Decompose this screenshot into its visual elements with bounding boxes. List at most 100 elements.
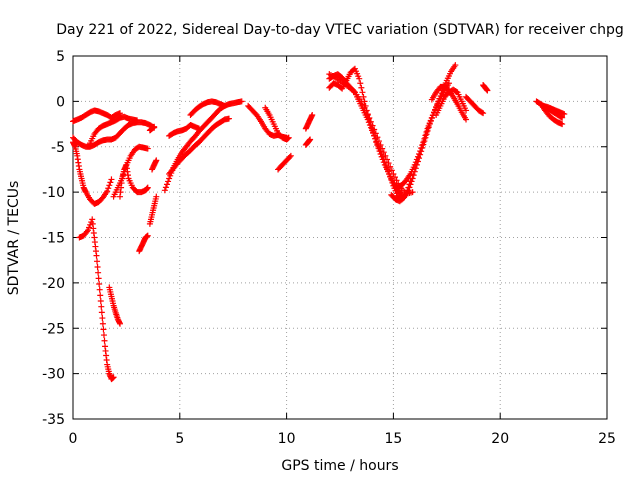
x-tick-label: 25 [598, 431, 616, 447]
data-point [425, 122, 432, 129]
data-point [101, 337, 108, 344]
data-point [412, 159, 419, 166]
data-points [70, 62, 568, 383]
data-point [151, 123, 158, 130]
data-point [463, 107, 470, 114]
series-arc12 [146, 123, 158, 134]
data-point [144, 232, 151, 239]
data-point [116, 320, 123, 327]
data-point [100, 326, 107, 333]
data-point [405, 187, 412, 194]
x-axis-label: GPS time / hours [281, 458, 398, 474]
data-point [392, 174, 399, 181]
data-point [387, 163, 394, 170]
data-point [98, 303, 105, 310]
data-point [104, 188, 111, 195]
data-point [99, 320, 106, 327]
data-point [393, 177, 400, 184]
series-arc10 [146, 193, 160, 227]
series-arc23 [326, 65, 405, 198]
data-point [366, 114, 373, 121]
data-point [409, 189, 416, 196]
x-tick-label: 0 [69, 431, 78, 447]
series-arc4 [76, 216, 117, 383]
data-point [408, 178, 415, 185]
data-point [421, 135, 428, 142]
data-point [423, 129, 430, 136]
x-tick-label: 10 [278, 431, 296, 447]
series-arc18 [262, 104, 292, 143]
data-point [367, 118, 374, 125]
data-point [413, 156, 420, 163]
data-point [83, 228, 90, 235]
series-arc32 [537, 101, 566, 128]
data-point [397, 190, 404, 197]
data-point [153, 157, 160, 164]
series-arc21 [302, 111, 316, 132]
series-arc24 [326, 71, 416, 197]
series-arc11 [149, 157, 160, 173]
data-point [96, 281, 103, 288]
data-point [484, 87, 491, 94]
series-arc28 [433, 86, 470, 118]
data-point [414, 153, 421, 160]
series-arc6 [87, 113, 141, 147]
y-axis-label: SDTVAR / TECUs [6, 181, 22, 296]
data-point [452, 62, 459, 69]
series-arc33 [539, 102, 568, 118]
series-arc15 [187, 98, 228, 118]
data-point [287, 152, 294, 159]
data-point [96, 286, 103, 293]
data-point [407, 181, 414, 188]
data-point [94, 263, 101, 270]
data-point [87, 221, 94, 228]
data-point [409, 175, 416, 182]
data-point [286, 153, 293, 160]
data-point [161, 187, 168, 194]
data-point [424, 125, 431, 132]
data-point [110, 374, 117, 381]
series-arc20 [302, 136, 314, 148]
data-point [196, 125, 203, 132]
data-point [165, 178, 172, 185]
data-point [419, 142, 426, 149]
data-point [107, 179, 114, 186]
data-point [93, 252, 100, 259]
data-point [163, 181, 170, 188]
series-arc29 [463, 93, 487, 117]
data-point [378, 153, 385, 160]
data-point [134, 117, 141, 124]
data-point [238, 98, 245, 105]
data-point [285, 134, 292, 141]
data-point [94, 258, 101, 265]
data-point [356, 75, 363, 82]
series-arc30 [480, 82, 491, 94]
y-tick-label: -20 [42, 276, 65, 292]
data-point [97, 292, 104, 299]
data-point [463, 116, 470, 123]
series-arc5 [106, 284, 123, 327]
data-point [380, 159, 387, 166]
y-tick-label: 5 [56, 49, 65, 65]
y-tick-label: -15 [42, 231, 65, 247]
data-point [383, 156, 390, 163]
data-point [377, 141, 384, 148]
data-point [480, 110, 487, 117]
data-point [363, 107, 370, 114]
y-tick-label: -30 [42, 367, 65, 383]
data-point [559, 121, 566, 128]
data-point [377, 151, 384, 158]
data-point [105, 185, 112, 192]
data-point [100, 332, 107, 339]
data-point [84, 227, 91, 234]
x-tick-label: 15 [384, 431, 402, 447]
data-point [361, 104, 368, 111]
series-arc9 [136, 232, 151, 255]
data-point [358, 84, 365, 91]
series-arc19 [275, 152, 294, 173]
data-point [380, 149, 387, 156]
data-point [360, 93, 367, 100]
data-point [418, 145, 425, 152]
data-point [417, 148, 424, 155]
data-point [379, 145, 386, 152]
